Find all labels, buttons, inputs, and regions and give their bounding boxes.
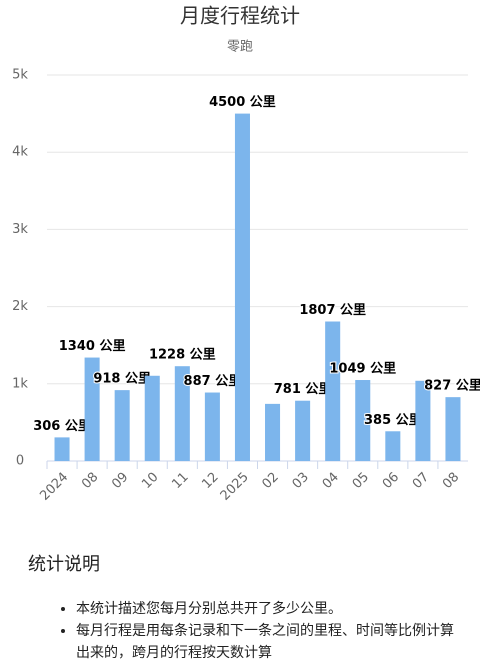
- x-tick-label: 02: [260, 470, 282, 492]
- notes: 统计说明 本统计描述您每月分别总共开了多少公里。每月行程是用每条记录和下一条之间…: [0, 520, 480, 664]
- y-tick-label: 4k: [12, 145, 28, 160]
- x-tick-label: 2024: [37, 470, 71, 504]
- bar: [325, 321, 341, 461]
- bar: [144, 375, 160, 461]
- bar: [265, 403, 281, 461]
- y-tick-label: 3k: [12, 222, 28, 237]
- x-tick-label: 03: [290, 470, 312, 492]
- bar: [415, 380, 431, 461]
- x-tick-label: 04: [320, 470, 342, 492]
- value-label: 4500 公里: [209, 95, 276, 110]
- value-label: 1340 公里: [59, 339, 126, 354]
- bar: [295, 400, 311, 461]
- bar: [204, 392, 220, 461]
- chart-title: 月度行程统计: [180, 4, 300, 28]
- notes-list: 本统计描述您每月分别总共开了多少公里。每月行程是用每条记录和下一条之间的里程、时…: [0, 598, 480, 664]
- bar: [355, 380, 371, 461]
- value-label: 306 公里: [33, 419, 91, 434]
- bar: [234, 113, 250, 461]
- value-label: 781 公里: [274, 382, 332, 397]
- value-label: 385 公里: [364, 413, 422, 428]
- x-tick-label: 09: [109, 470, 131, 492]
- x-tick-label: 11: [169, 470, 191, 492]
- value-label: 1228 公里: [149, 348, 216, 363]
- value-label: 827 公里: [424, 379, 480, 394]
- notes-title: 统计说明: [28, 554, 100, 575]
- x-tick-label: 2025: [218, 470, 252, 504]
- bar: [84, 357, 100, 461]
- x-tick-label: 08: [440, 470, 462, 492]
- y-tick-label: 0: [16, 454, 24, 469]
- x-tick-label: 12: [199, 470, 221, 492]
- x-tick-label: 05: [350, 470, 372, 492]
- y-tick-label: 2k: [12, 299, 28, 314]
- bar: [445, 397, 461, 461]
- value-label: 918 公里: [93, 372, 151, 387]
- note-item: 本统计描述您每月分别总共开了多少公里。: [76, 598, 460, 620]
- chart: 月度行程统计 零跑 0 1k 2k 3k 4k 5k 2024 306 公里 08 1340 公里…: [12, 4, 480, 504]
- x-tick-label: 10: [139, 470, 161, 492]
- bar: [54, 437, 70, 461]
- bar: [114, 390, 130, 461]
- value-label: 1049 公里: [329, 362, 396, 377]
- value-label: 1807 公里: [299, 303, 366, 318]
- y-tick-label: 5k: [12, 68, 28, 83]
- bar: [385, 431, 401, 461]
- value-label: 887 公里: [184, 374, 242, 389]
- x-tick-label: 08: [79, 470, 101, 492]
- note-item: 每月行程是用每条记录和下一条之间的里程、时间等比例计算出来的，跨月的行程按天数计…: [76, 620, 460, 664]
- x-tick-label: 06: [380, 470, 402, 492]
- chart-subtitle: 零跑: [227, 40, 253, 55]
- y-tick-label: 1k: [12, 376, 28, 391]
- x-tick-label: 07: [410, 470, 432, 492]
- bar: [174, 366, 190, 461]
